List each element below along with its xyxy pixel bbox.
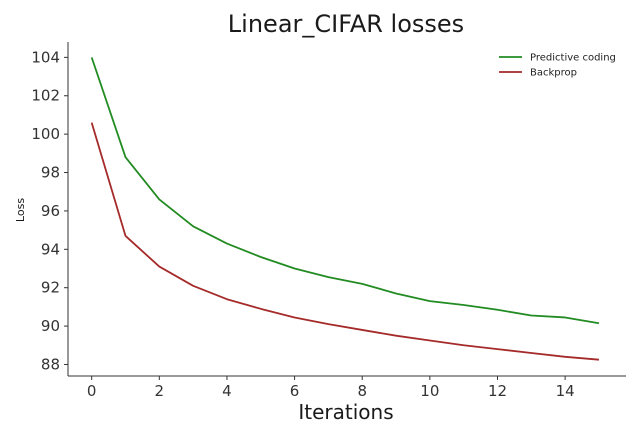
x-tick-label: 6 — [290, 382, 300, 400]
x-tick-labels: 0 2 4 6 8 10 12 14 — [87, 376, 575, 400]
y-tick-labels: 88 90 92 94 96 98 100 102 104 — [31, 48, 68, 373]
y-tick-label: 90 — [41, 317, 60, 335]
y-tick-label: 100 — [31, 125, 60, 143]
y-tick-label: 92 — [41, 279, 60, 297]
legend-label: Predictive coding — [530, 53, 616, 64]
x-tick-label: 12 — [488, 382, 507, 400]
x-tick-label: 10 — [420, 382, 439, 400]
x-tick-label: 14 — [556, 382, 575, 400]
x-tick-label: 4 — [222, 382, 232, 400]
series-line-predictive-coding — [90, 57, 600, 325]
x-axis-label: Iterations — [298, 400, 393, 424]
y-tick-label: 102 — [31, 87, 60, 105]
y-tick-label: 88 — [41, 355, 60, 373]
legend-label: Backprop — [530, 68, 577, 79]
series-line-backprop — [90, 122, 600, 361]
y-axis-label: Loss — [14, 198, 27, 222]
x-tick-label: 2 — [155, 382, 165, 400]
chart-title: Linear_CIFAR losses — [228, 10, 464, 38]
y-tick-label: 104 — [31, 48, 60, 66]
legend: Predictive coding Backprop — [499, 53, 616, 79]
y-tick-label: 94 — [41, 240, 60, 258]
x-tick-label: 8 — [357, 382, 367, 400]
y-tick-label: 98 — [41, 164, 60, 182]
plot-area — [90, 57, 600, 361]
x-tick-label: 0 — [87, 382, 97, 400]
y-tick-label: 96 — [41, 202, 60, 220]
